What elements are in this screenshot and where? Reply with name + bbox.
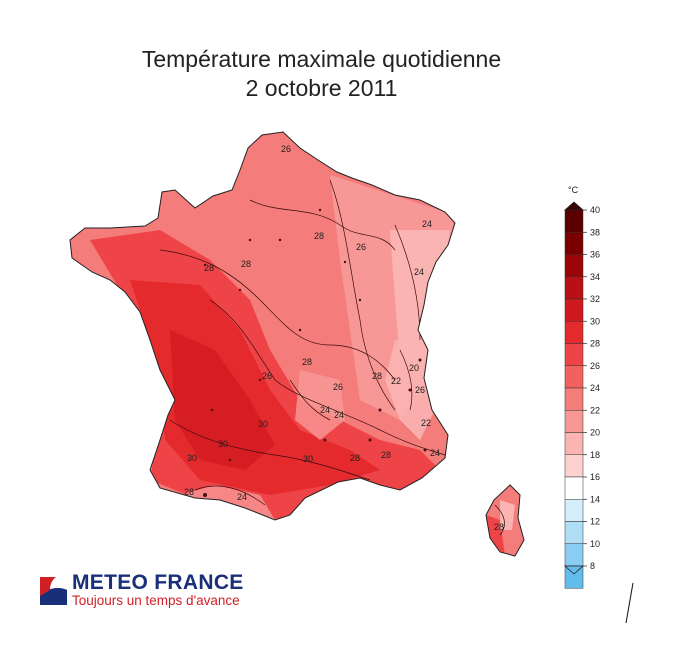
contour-label: 28 <box>184 487 194 497</box>
contour-lines <box>159 179 446 506</box>
legend-tick-label: 12 <box>590 517 600 527</box>
map-title: Température maximale quotidienne <box>141 46 502 72</box>
map-date: 2 octobre 2011 <box>245 75 398 101</box>
legend-tick-label: 16 <box>590 472 600 482</box>
contour-label: 28 <box>302 357 312 367</box>
contour-label: 28 <box>350 453 360 463</box>
legend-tick-label: 26 <box>590 361 600 371</box>
contour-label: 24 <box>414 267 424 277</box>
contour-label: 24 <box>430 448 440 458</box>
contour-label: 26 <box>415 385 425 395</box>
legend-tick-label: 20 <box>590 428 600 438</box>
stray-line <box>625 582 634 624</box>
contour-label: 28 <box>241 259 251 269</box>
legend-swatch <box>564 521 584 544</box>
legend-tick-label: 38 <box>590 227 600 237</box>
legend-tick-label: 32 <box>590 294 600 304</box>
legend-tick-label: 18 <box>590 450 600 460</box>
contour-label: 24 <box>422 219 432 229</box>
legend-tick-label: 22 <box>590 405 600 415</box>
contour-label: 26 <box>356 242 366 252</box>
color-legend: °C 40 38 36 34 32 30 28 26 24 22 20 18 16 14 12 10 8 <box>563 185 600 589</box>
legend-swatch <box>564 232 584 255</box>
contour-label: 28 <box>314 231 324 241</box>
contour-label: 22 <box>391 376 401 386</box>
legend-tick-label: 8 <box>590 561 595 571</box>
contour-label: 30 <box>258 419 268 429</box>
legend-swatch <box>564 410 584 433</box>
legend-swatch <box>564 321 584 344</box>
legend-tick-label: 30 <box>590 316 600 326</box>
meteo-france-logo-icon <box>40 577 67 605</box>
contour-label: 26 <box>262 371 272 381</box>
contour-label: 20 <box>409 363 419 373</box>
legend-tick-label: 24 <box>590 383 600 393</box>
legend-swatch <box>564 209 584 233</box>
legend-tick-label: 14 <box>590 494 600 504</box>
legend-unit: °C <box>568 185 579 195</box>
contour-label: 28 <box>204 263 214 273</box>
contour-label: 22 <box>421 418 431 428</box>
legend-swatch <box>564 254 584 277</box>
contour-label: 30 <box>187 453 197 463</box>
legend-bottom-arrow <box>563 565 585 575</box>
logo-slogan: Toujours un temps d'avance <box>72 593 240 608</box>
contour-label: 26 <box>333 382 343 392</box>
legend-tick-label: 36 <box>590 250 600 260</box>
contour-label: 28 <box>381 450 391 460</box>
legend-top-arrow <box>563 201 585 211</box>
france-mainland <box>69 131 456 521</box>
corsica <box>485 484 525 557</box>
legend-swatch <box>564 476 584 500</box>
contour-label: 24 <box>237 492 247 502</box>
contour-label: 30 <box>218 439 228 449</box>
legend-tick-label: 28 <box>590 339 600 349</box>
legend-swatch <box>564 387 584 411</box>
contour-label: 26 <box>281 144 291 154</box>
contour-label: 28 <box>494 522 504 532</box>
legend-swatch <box>564 276 584 300</box>
contour-label: 24 <box>320 405 330 415</box>
legend-swatch <box>564 454 584 478</box>
logo-name: METEO FRANCE <box>72 571 244 594</box>
legend-swatch <box>564 432 584 455</box>
legend-tick-label: 40 <box>590 205 600 215</box>
legend-swatch <box>564 343 584 366</box>
legend-swatch <box>564 499 584 522</box>
contour-label: 28 <box>372 371 382 381</box>
contour-label: 30 <box>303 454 313 464</box>
legend-swatch <box>564 365 584 389</box>
legend-swatch <box>564 543 584 567</box>
contour-label: 24 <box>334 410 344 420</box>
contour-label-group: 26 28 28 26 24 24 28 30 30 28 24 28 30 3… <box>184 144 504 532</box>
legend-tick-label: 34 <box>590 272 600 282</box>
legend-swatch <box>564 298 584 322</box>
legend-tick-label: 10 <box>590 539 600 549</box>
